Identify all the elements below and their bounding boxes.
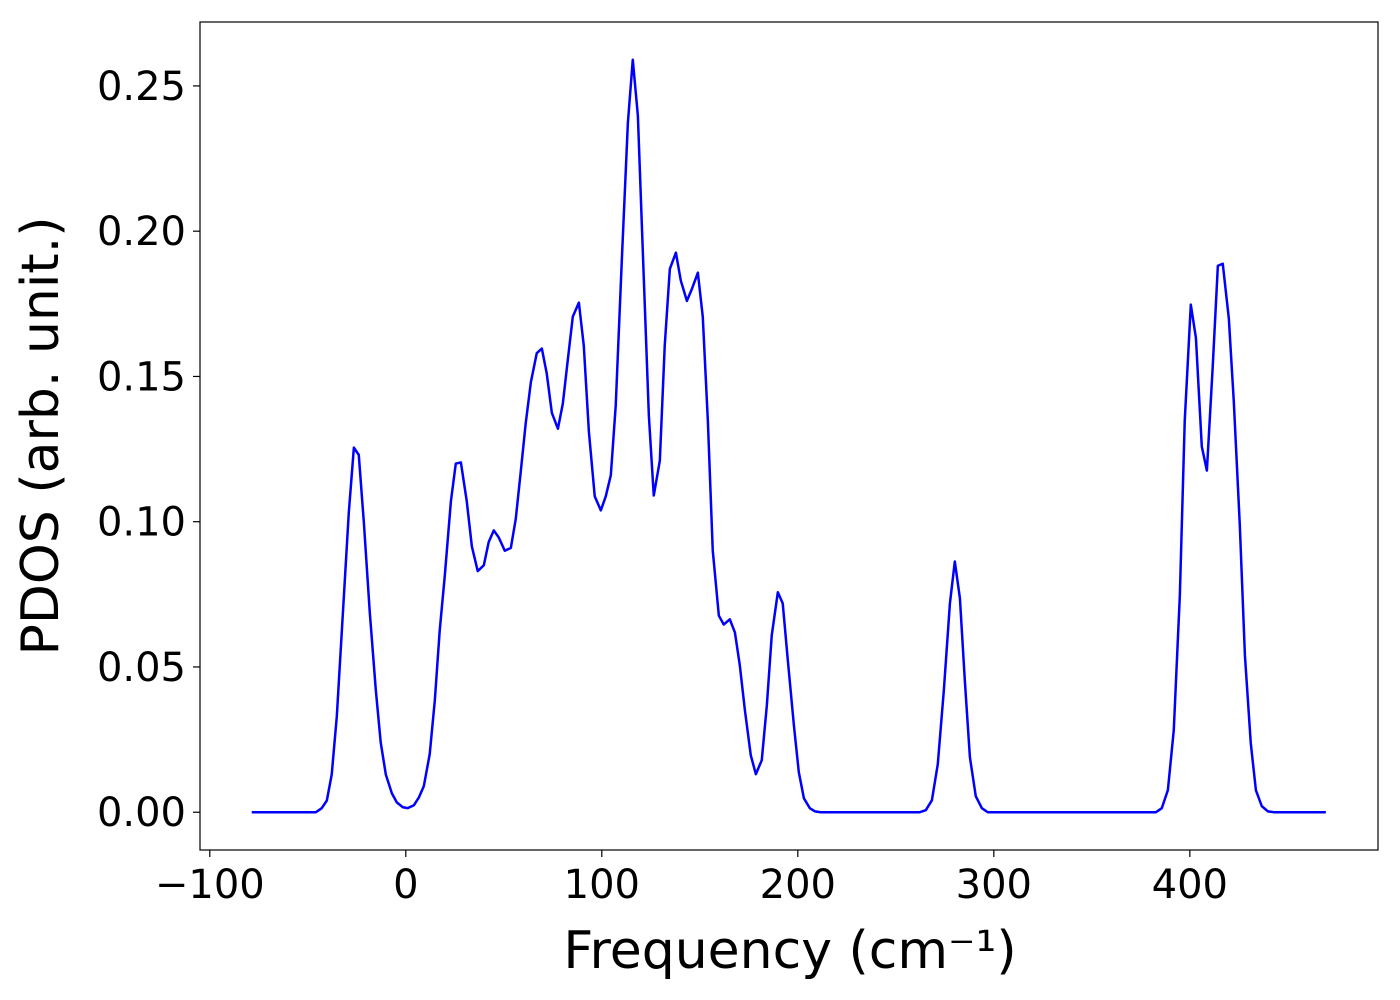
line-series: [251, 58, 1326, 814]
plot-frame: [199, 21, 1379, 851]
x-axis-label: Frequency (cm⁻¹): [563, 921, 1016, 981]
x-tick-label: 100: [564, 862, 640, 908]
y-tick-label: 0.05: [97, 645, 186, 691]
y-tick-label: 0.20: [97, 209, 186, 255]
y-tick-label: 0.00: [97, 790, 186, 836]
x-tick-label: 0: [393, 862, 418, 908]
x-tick-label: 300: [956, 862, 1032, 908]
y-axis-label: PDOS (arb. unit.): [11, 216, 71, 655]
x-tick-label: 200: [760, 862, 836, 908]
x-tick-label: −100: [155, 862, 265, 908]
y-tick-label: 0.25: [97, 64, 186, 110]
y-tick-label: 0.15: [97, 354, 186, 400]
y-tick-label: 0.10: [97, 500, 186, 546]
x-tick-label: 400: [1152, 862, 1228, 908]
